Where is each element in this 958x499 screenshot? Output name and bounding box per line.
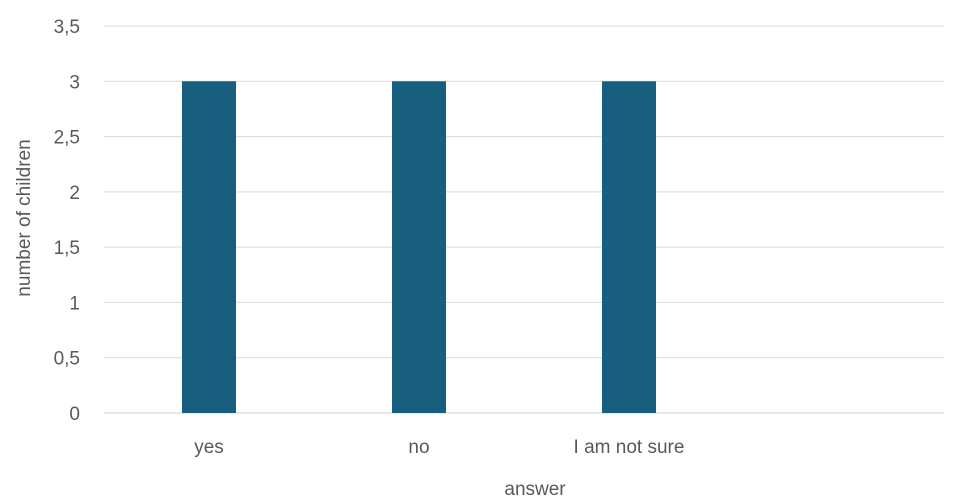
x-tick-label: I am not sure <box>574 437 685 458</box>
gridlines <box>104 25 944 414</box>
y-axis-tick-labels: 0 0,5 1 1,5 2 2,5 3 3,5 <box>54 17 80 425</box>
y-tick-label: 3 <box>69 72 80 93</box>
x-tick-label: yes <box>194 437 224 458</box>
y-tick-label: 2 <box>69 183 80 204</box>
y-tick-label: 2,5 <box>54 128 80 149</box>
y-tick-label: 0,5 <box>54 349 80 370</box>
x-tick-label: no <box>408 437 429 458</box>
bars <box>182 81 656 414</box>
x-axis-title: answer <box>504 479 566 499</box>
x-axis-tick-labels: yes no I am not sure <box>194 437 684 458</box>
y-tick-label: 0 <box>69 404 80 425</box>
y-tick-label: 1,5 <box>54 238 80 259</box>
bar <box>602 81 656 414</box>
bar <box>182 81 236 414</box>
bar <box>392 81 446 414</box>
y-tick-label: 1 <box>69 293 80 314</box>
y-axis-title: number of children <box>14 139 35 296</box>
y-tick-label: 3,5 <box>54 17 80 38</box>
